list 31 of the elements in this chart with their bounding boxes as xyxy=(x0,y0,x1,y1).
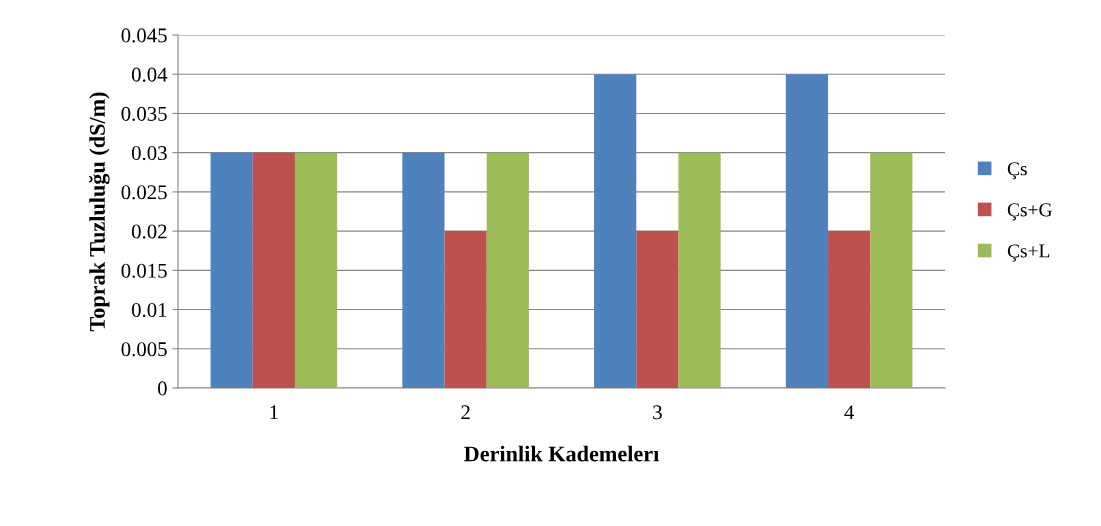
y-tick-label: 0.04 xyxy=(131,67,168,82)
x-axis-title: Derinlik Kademelerı xyxy=(464,445,659,462)
x-tick-label: 3 xyxy=(653,405,662,420)
y-tick-label: 0.01 xyxy=(131,302,167,318)
bar xyxy=(486,152,529,388)
bar xyxy=(444,231,487,388)
y-tick-label: 0.035 xyxy=(121,106,167,121)
y-tick-label: 0.025 xyxy=(121,185,167,200)
bar xyxy=(828,231,871,388)
y-tick-label: 0.02 xyxy=(131,224,167,239)
y-tick-label: 0.015 xyxy=(121,263,167,278)
x-tick-label: 2 xyxy=(461,405,470,420)
y-tick-label: 0.03 xyxy=(131,146,167,161)
y-tick-label: 0 xyxy=(157,381,167,396)
x-tick-label: 1 xyxy=(270,405,278,420)
y-axis-title: Toprak Tuzluluğu (dS/m) xyxy=(89,92,110,332)
bar xyxy=(594,74,637,388)
legend-label: Çs xyxy=(1007,162,1027,180)
y-tick-label: 0.045 xyxy=(121,28,167,43)
bar xyxy=(402,152,445,388)
legend-label: Çs+G xyxy=(1007,203,1052,221)
bar xyxy=(294,152,338,388)
x-tick-label: 4 xyxy=(844,405,855,420)
legend-label: Çs+L xyxy=(1007,244,1050,262)
bar xyxy=(785,74,829,388)
y-tick-label: 0.005 xyxy=(121,342,167,357)
bar xyxy=(252,152,295,388)
bar xyxy=(636,231,679,388)
bar xyxy=(870,152,913,388)
bar xyxy=(678,152,721,388)
bar xyxy=(210,152,253,388)
